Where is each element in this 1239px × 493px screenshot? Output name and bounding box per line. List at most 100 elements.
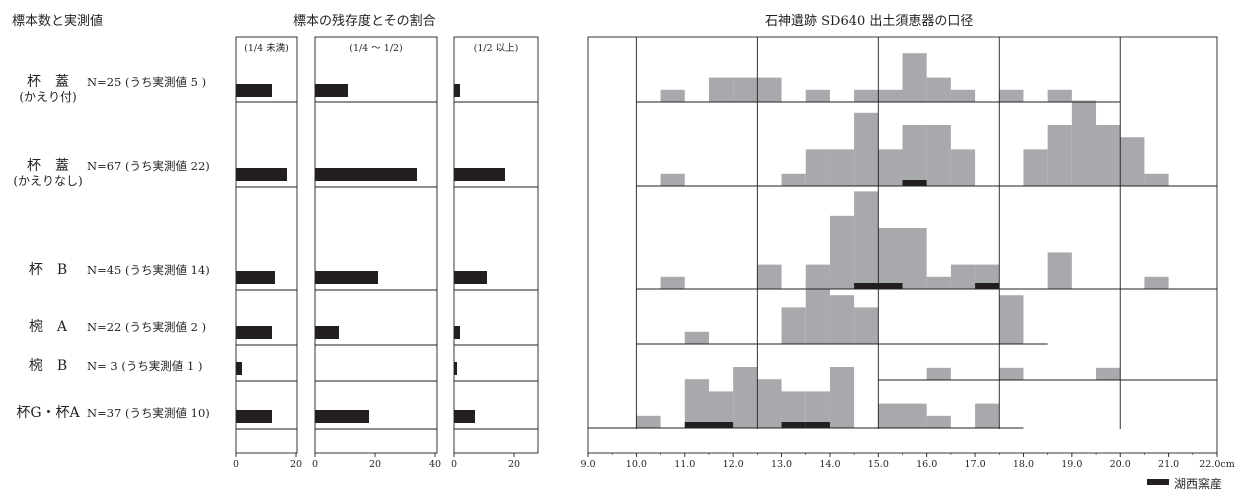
remaining-bar [454,168,505,181]
histogram-bar [926,125,951,186]
histogram-bar [854,112,879,186]
row-n-2: N=45 (うち実測値 14) [87,263,210,277]
histogram-bar [757,379,782,428]
remaining-bar [236,410,272,423]
histogram-bar [1023,149,1048,186]
histogram-bar [902,125,927,186]
kosai-bar [781,422,806,428]
histogram-bar [950,264,976,289]
histogram-bar [1071,100,1097,186]
histogram-tick-label: 10.0 [626,459,647,470]
histogram-bar [1047,252,1072,289]
histogram-tick-label: 22.0cm [1199,459,1234,470]
histogram-bar [757,264,782,289]
histogram-bar [950,89,976,102]
histogram-bar [805,283,830,344]
histogram-bar [999,89,1024,102]
kosai-bar [805,422,830,428]
legend: 湖西窯産 [1147,476,1222,491]
heading-histogram: 石神遺跡 SD640 出土須恵器の口径 [765,14,974,29]
histogram-bar [660,276,685,289]
row-sub-1: (かえりなし) [13,174,82,188]
histogram-bar [781,391,806,428]
histogram-tick-label: 21.0 [1158,459,1179,470]
histogram-bar [1144,276,1169,289]
histogram-bar [878,228,903,289]
histogram-bar [829,215,855,289]
row-name-0: 杯 蓋 [27,74,69,90]
panel-tick-label: 0 [312,459,318,470]
row-name-2: 杯 B [29,262,67,278]
histogram-bar [878,89,903,102]
remaining-bar [236,326,272,339]
row-n-5: N=37 (うち実測値 10) [87,406,210,420]
row-name-4: 椀 B [29,358,67,374]
histogram-bar [902,53,927,102]
legend-swatch [1147,479,1169,485]
kosai-bar [878,283,903,289]
row-n-1: N=67 (うち実測値 22) [87,159,210,173]
panel-frame-0 [235,36,298,454]
row-labels: 杯 蓋(かえり付)N=25 (うち実測値 5 )杯 蓋(かえりなし)N=67 (… [13,74,209,421]
panel-label-2: (1/2 以上) [474,43,519,54]
kosai-bar [975,283,1000,289]
histogram-bar [975,403,1000,428]
remaining-bar [236,271,275,284]
panel-frame-2 [453,36,539,454]
histogram-tick-label: 14.0 [819,459,840,470]
remaining-bar [315,84,348,97]
histogram-bar [999,295,1024,344]
histogram-bar [950,149,976,186]
panel-tick-label: 20 [369,459,381,470]
histogram-tick-label: 20.0 [1110,459,1131,470]
row-name-5: 杯G・杯A [16,405,80,421]
panel-tick-label: 40 [429,459,441,470]
histogram-tick-label: 19.0 [1061,459,1082,470]
remaining-bar [454,271,487,284]
histogram-bar [829,295,855,344]
kosai-bar [902,180,927,186]
remaining-bar [454,362,457,375]
histogram-bar [781,173,806,186]
histogram-tick-label: 12.0 [723,459,744,470]
remaining-bar [236,168,287,181]
legend-label: 湖西窯産 [1174,476,1222,491]
row-name-1: 杯 蓋 [27,158,69,174]
panel-tick-label: 0 [451,459,457,470]
remaining-bar [454,326,460,339]
histogram-bar [829,367,855,428]
histogram-bar [708,391,734,428]
histogram-tick-label: 15.0 [868,459,889,470]
histogram-bar [660,173,685,186]
histogram-bar [805,89,830,102]
histogram-bar [805,391,830,428]
kosai-bar [708,422,734,428]
remaining-bar [315,168,417,181]
histogram-bar [660,89,685,102]
diameter-histogram: 9.0 10.0 11.0 12.0 13.0 14.0 15.0 16.0 17.0 18.0 1… [580,36,1235,470]
histogram-bar [902,403,927,428]
remaining-bar [315,326,339,339]
panel-tick-label: 0 [233,459,239,470]
histogram-tick-label: 13.0 [771,459,792,470]
histogram-bar [926,367,951,380]
histogram-tick-label: 11.0 [674,459,695,470]
remaining-bar [236,84,272,97]
histogram-bar [636,415,661,428]
panel-tick-label: 20 [290,459,302,470]
histogram-bar [878,149,903,186]
histogram-bar [854,307,879,344]
kosai-bar [854,283,879,289]
kosai-bar [684,422,709,428]
histogram-bar [926,77,951,102]
histogram-bar [999,367,1024,380]
panel-label-0: (1/4 未満) [244,42,289,54]
histogram-bar [1120,137,1145,186]
histogram-bar [684,331,709,344]
heading-remaining: 標本の残存度とその割合 [293,14,436,29]
panel-tick-label: 20 [508,459,520,470]
histogram-bar [1096,367,1121,380]
remaining-bar [236,362,242,375]
remaining-bar [454,410,475,423]
